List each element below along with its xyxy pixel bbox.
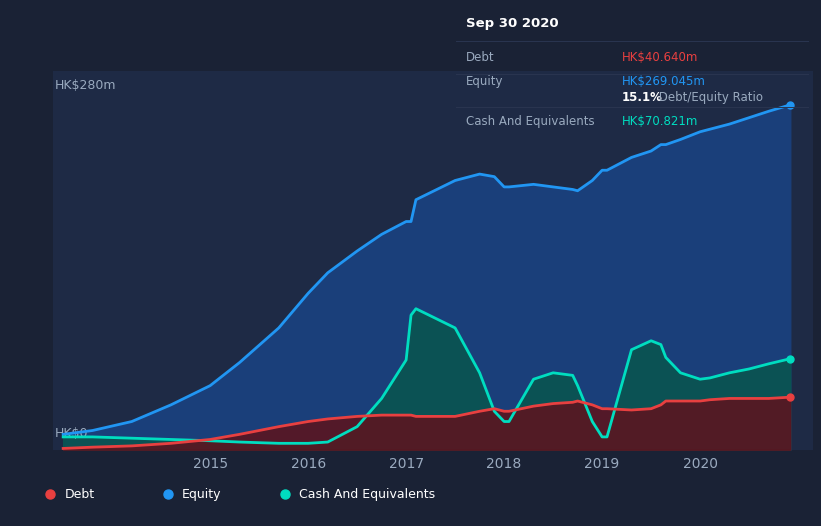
Text: Debt: Debt xyxy=(466,51,495,64)
Text: Cash And Equivalents: Cash And Equivalents xyxy=(466,115,595,128)
Text: HK$280m: HK$280m xyxy=(55,78,117,92)
Text: HK$0: HK$0 xyxy=(55,427,89,440)
Text: Cash And Equivalents: Cash And Equivalents xyxy=(300,488,436,501)
Text: HK$70.821m: HK$70.821m xyxy=(621,115,698,128)
Text: Equity: Equity xyxy=(466,75,504,88)
Text: Debt: Debt xyxy=(65,488,94,501)
Text: Debt/Equity Ratio: Debt/Equity Ratio xyxy=(655,91,763,104)
Text: 15.1%: 15.1% xyxy=(621,91,663,104)
Text: HK$269.045m: HK$269.045m xyxy=(621,75,705,88)
Text: Equity: Equity xyxy=(182,488,222,501)
Text: Sep 30 2020: Sep 30 2020 xyxy=(466,17,559,31)
Text: HK$40.640m: HK$40.640m xyxy=(621,51,698,64)
